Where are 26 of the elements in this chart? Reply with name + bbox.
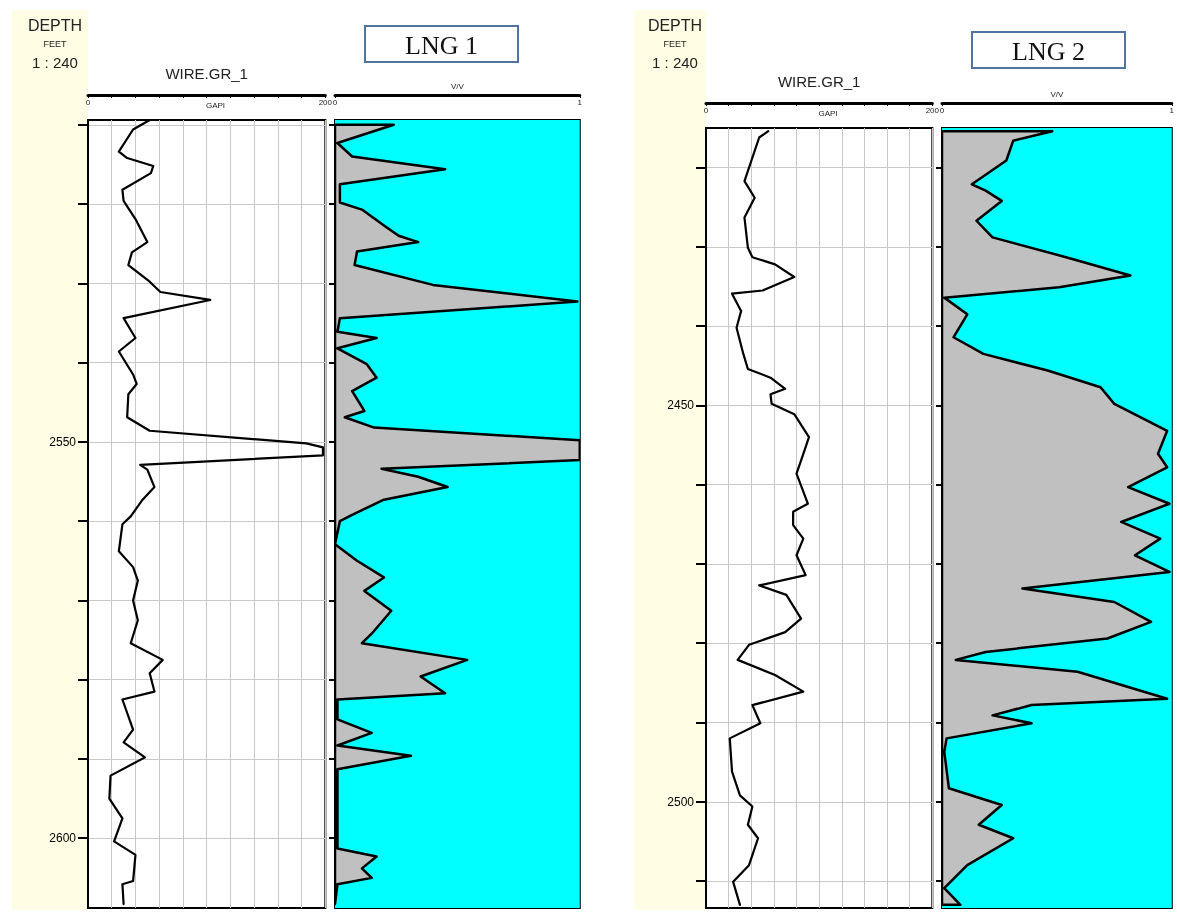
- x-tick-label: 200: [925, 105, 940, 115]
- x-axis-title: V/V: [450, 81, 465, 91]
- x-tick-label: 0: [85, 97, 91, 107]
- y-tick-label: 2500: [667, 794, 695, 809]
- chart-title: LNG 1: [405, 30, 478, 60]
- y-tick-label: 2600: [49, 831, 77, 846]
- text: FEET: [663, 38, 687, 49]
- x-axis-title: WIRE.GR_1: [777, 73, 861, 90]
- y-axis-title: DEPTH: [647, 16, 703, 34]
- text: FEET: [43, 38, 67, 49]
- text: GAPI: [205, 100, 226, 110]
- y-tick-label: 2550: [49, 434, 77, 449]
- text: GAPI: [818, 108, 838, 118]
- text: 1 : 240: [32, 54, 78, 71]
- x-tick-label: 0: [332, 97, 338, 107]
- x-tick-label: 1: [1169, 105, 1175, 115]
- y-tick-label: 2450: [667, 398, 695, 413]
- x-tick-label: 200: [318, 97, 333, 107]
- x-axis-title: WIRE.GR_1: [165, 65, 248, 82]
- x-tick-label: 0: [939, 105, 945, 115]
- x-tick-label: 0: [703, 105, 709, 115]
- chart-title: LNG 2: [1012, 36, 1085, 66]
- y-axis-title: DEPTH: [27, 16, 83, 34]
- x-tick-label: 1: [577, 97, 583, 107]
- text: 1 : 240: [652, 54, 698, 71]
- x-axis-title: V/V: [1050, 89, 1064, 99]
